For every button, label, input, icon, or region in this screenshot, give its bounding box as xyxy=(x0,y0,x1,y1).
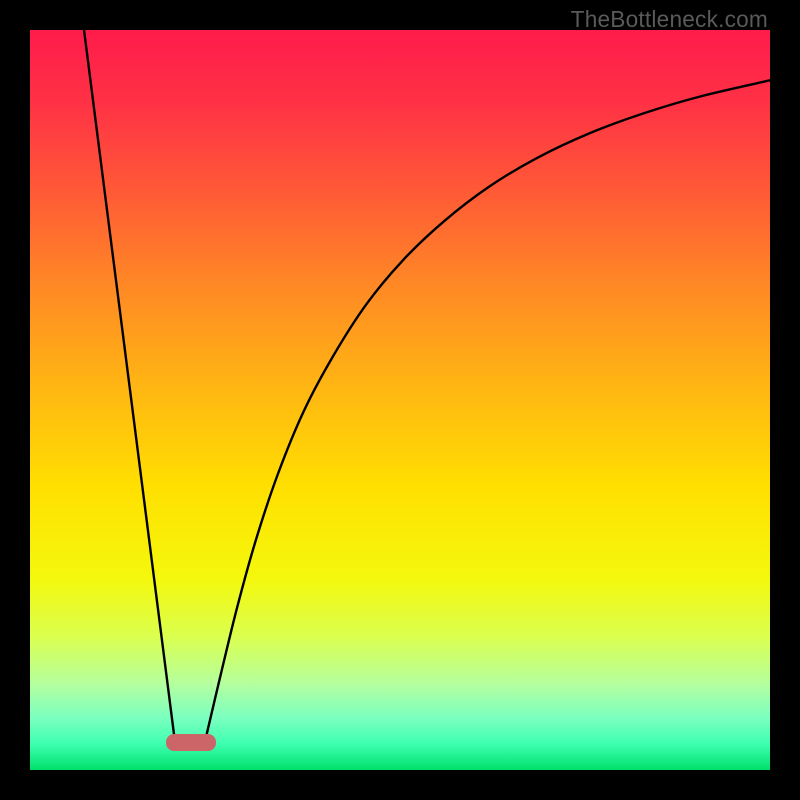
left-line-segment xyxy=(84,30,174,737)
right-curve-segment xyxy=(206,80,770,736)
curve-layer xyxy=(30,30,770,770)
watermark-text: TheBottleneck.com xyxy=(571,6,768,33)
plot-area xyxy=(30,30,770,770)
chart-frame: TheBottleneck.com xyxy=(0,0,800,800)
bottleneck-marker xyxy=(166,734,216,751)
